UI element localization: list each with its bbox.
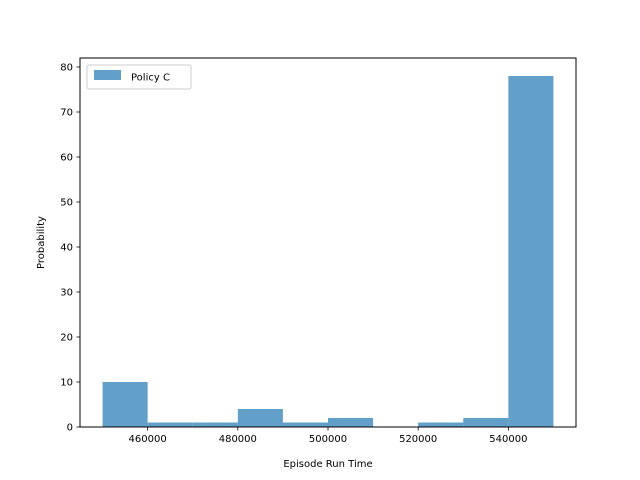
x-axis-label: Episode Run Time <box>283 459 372 470</box>
y-tick-label-8: 80 <box>60 63 73 74</box>
x-axis-ticks: 460000 480000 500000 520000 540000 <box>129 427 527 445</box>
histogram-bar-2 <box>192 422 238 427</box>
histogram-bar-7 <box>418 422 464 427</box>
histogram-bar-9 <box>508 76 554 427</box>
x-tick-label-2: 500000 <box>309 434 347 445</box>
histogram-bar-0 <box>102 382 148 427</box>
legend-label: Policy C <box>131 73 170 84</box>
histogram-bar-4 <box>282 422 328 427</box>
y-tick-label-2: 20 <box>60 333 73 344</box>
y-tick-label-7: 70 <box>60 108 73 119</box>
x-tick-label-4: 540000 <box>489 434 527 445</box>
y-tick-label-1: 10 <box>60 378 73 389</box>
bars-group <box>102 76 554 427</box>
legend-swatch <box>94 70 121 80</box>
y-tick-label-0: 0 <box>67 423 73 434</box>
x-tick-label-0: 460000 <box>129 434 167 445</box>
histogram-bar-5 <box>328 418 374 427</box>
histogram-bar-3 <box>237 409 283 427</box>
plot-frame <box>79 57 577 428</box>
x-tick-label-3: 520000 <box>399 434 437 445</box>
legend: Policy C <box>86 64 192 90</box>
histogram-bar-8 <box>463 418 509 427</box>
y-tick-label-5: 50 <box>60 198 73 209</box>
y-tick-label-4: 40 <box>60 243 73 254</box>
histogram-bar-1 <box>147 422 193 427</box>
y-tick-label-6: 60 <box>60 153 73 164</box>
x-tick-label-1: 480000 <box>219 434 257 445</box>
y-tick-label-3: 30 <box>60 288 73 299</box>
y-axis-ticks: 0 10 20 30 40 50 60 70 80 <box>60 63 80 434</box>
y-axis-label: Probability <box>36 216 47 269</box>
